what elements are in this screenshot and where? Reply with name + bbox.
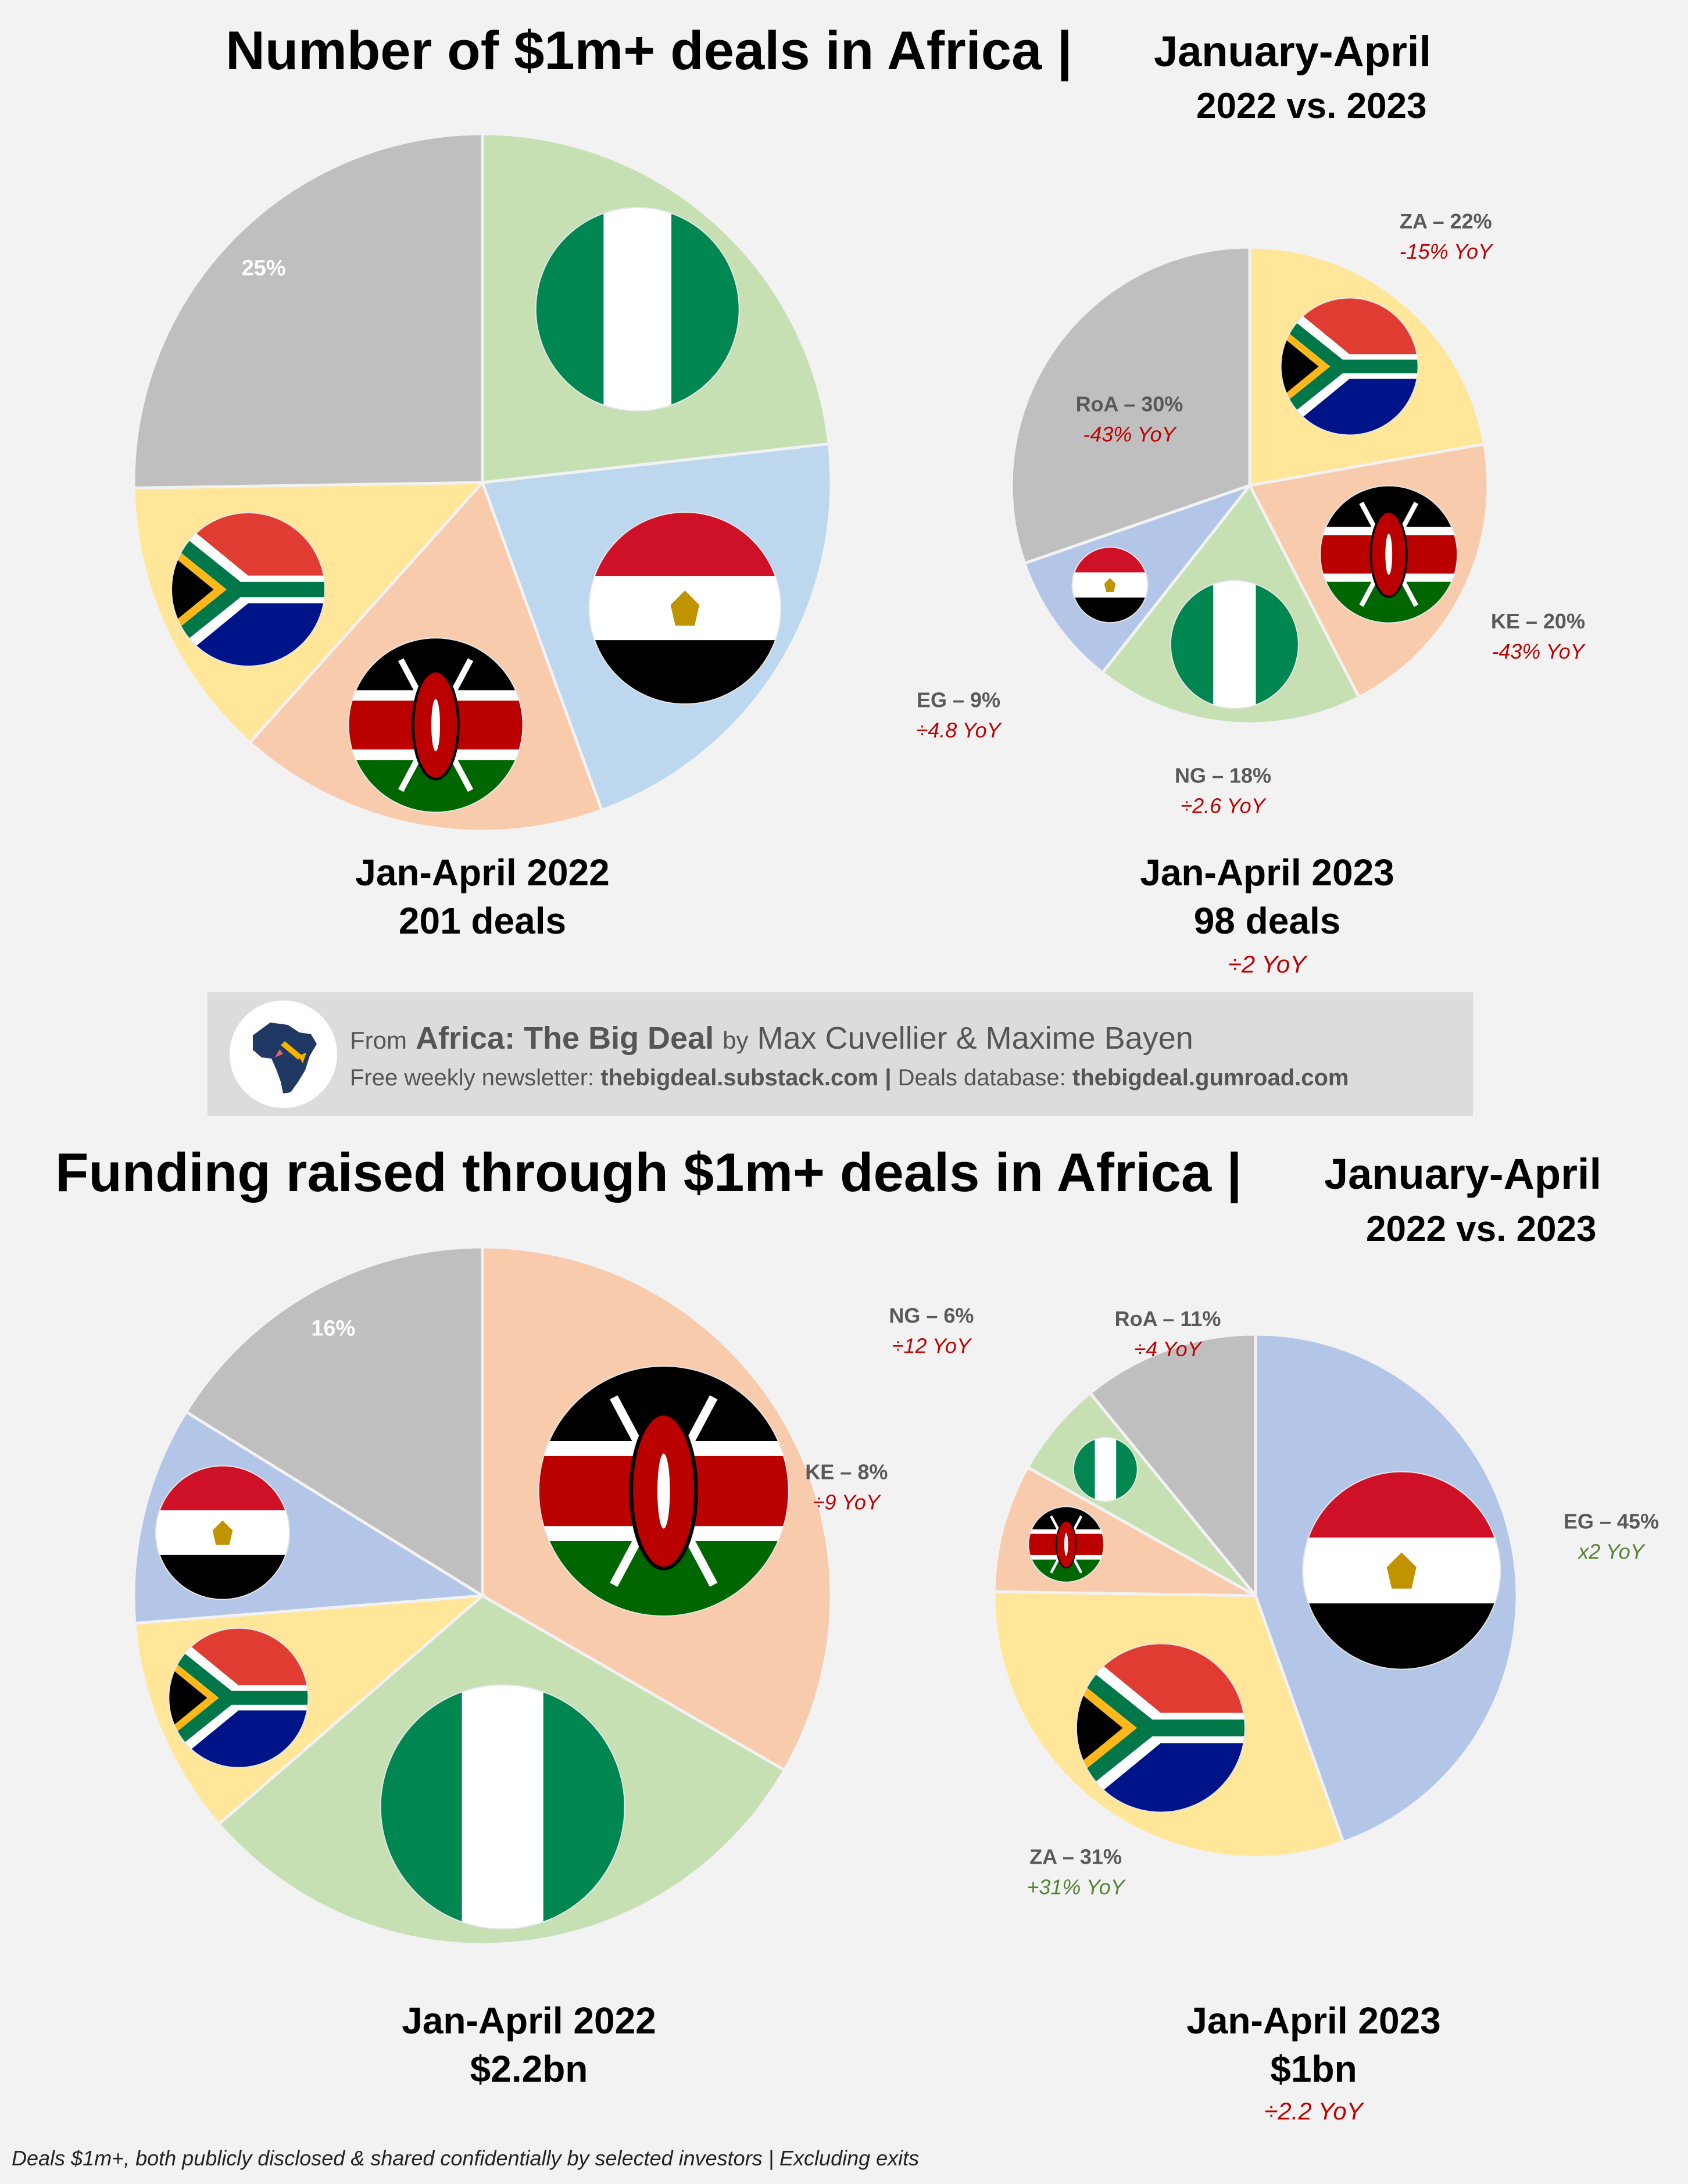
yoy-label-za: +31% YoY: [1027, 1875, 1126, 1899]
bottom-right-caption-period: Jan-April 2023: [1186, 2000, 1441, 2042]
yoy-label-ng: ÷2.6 YoY: [1181, 794, 1267, 818]
egypt-flag: [1302, 1471, 1501, 1670]
bottom-right-caption-total: $1bn: [1270, 2048, 1357, 2090]
top-right-caption: Jan-April 2023 98 deals: [1006, 849, 1529, 945]
pie-chart-4: EG – 45% x2 YoY ZA – 31% +31% YoY KE – 8% ÷9 …: [805, 1303, 1659, 1899]
pie-slice-roa: [1010, 245, 1251, 566]
kenya-flag: [538, 1366, 789, 1617]
yoy-label-roa: ÷4 YoY: [1134, 1337, 1203, 1361]
south-africa-flag: [171, 512, 326, 667]
kenya-flag: [1028, 1506, 1105, 1583]
egypt-flag: [588, 512, 782, 705]
top-left-caption: Jan-April 2022 201 deals: [221, 849, 744, 945]
data-label-za: ZA – 31%: [1029, 1845, 1122, 1869]
newsletter-link[interactable]: thebigdeal.substack.com: [600, 1065, 879, 1091]
south-africa-flag: [1075, 1643, 1246, 1813]
top-right-caption-total: 98 deals: [1193, 900, 1341, 942]
yoy-label-ng: ÷12 YoY: [892, 1334, 972, 1357]
nigeria-flag: [1170, 580, 1299, 709]
data-label-ng: NG – 18%: [1175, 764, 1271, 788]
yoy-label-eg: x2 YoY: [1577, 1539, 1646, 1563]
data-label-ke: KE – 8%: [805, 1460, 888, 1484]
top-right-caption-yoy: ÷2 YoY: [1228, 950, 1307, 978]
banner-from: From: [350, 1027, 407, 1054]
bottom-chart-title-years: 2022 vs. 2023: [1366, 1209, 1597, 1249]
africa-map-icon: [253, 1023, 317, 1093]
top-right-caption-period: Jan-April 2023: [1140, 852, 1394, 893]
bottom-chart-title-period: January-April: [1324, 1150, 1602, 1198]
egypt-flag: [155, 1465, 290, 1600]
data-label-ng: NG – 6%: [889, 1303, 974, 1327]
pie-slice-roa: [184, 1245, 484, 1599]
database-label: Deals database:: [897, 1065, 1066, 1091]
kenya-flag: [1319, 485, 1458, 624]
banner-credit: From Africa: The Big Deal by Max Cuvelli…: [350, 1020, 1193, 1056]
banner-authors: Max Cuvellier & Maxime Bayen: [757, 1021, 1193, 1056]
top-chart-title-years: 2022 vs. 2023: [1196, 86, 1427, 126]
data-label-za: ZA – 22%: [1400, 209, 1492, 233]
bottom-right-caption-yoy: ÷2.2 YoY: [1264, 2097, 1363, 2125]
yoy-label-ke: -43% YoY: [1492, 639, 1586, 663]
banner-separator: |: [885, 1065, 892, 1091]
bottom-left-caption-period: Jan-April 2022: [402, 2000, 656, 2042]
top-left-caption-period: Jan-April 2022: [355, 852, 610, 893]
banner-publication-name: Africa: The Big Deal: [416, 1021, 714, 1056]
top-chart-title-period: January-April: [1154, 27, 1432, 76]
data-label-eg: EG – 9%: [917, 688, 1000, 712]
pie-slice-ng: [1025, 1391, 1257, 1597]
top-left-caption-total: 201 deals: [398, 900, 567, 942]
africa-rocket-logo: [230, 1000, 337, 1108]
pie-chart-2: ZA – 22% -15% YoY KE – 20% -43% YoY NG – 18%…: [916, 209, 1586, 818]
banner-by: by: [723, 1027, 749, 1054]
nigeria-flag: [1072, 1436, 1138, 1502]
top-chart-title: Number of $1m+ deals in Africa |: [226, 20, 1072, 81]
bottom-left-caption-total: $2.2bn: [470, 2048, 588, 2090]
data-label-eg: EG – 45%: [1564, 1509, 1659, 1533]
yoy-label-roa: -43% YoY: [1083, 423, 1177, 446]
pie-slice-roa: [132, 132, 484, 490]
nigeria-flag: [380, 1684, 625, 1930]
egypt-flag: [1071, 546, 1149, 624]
yoy-label-eg: ÷4.8 YoY: [916, 719, 1002, 742]
banner-links: Free weekly newsletter: thebigdeal.subst…: [350, 1065, 1349, 1091]
yoy-label-ke: ÷9 YoY: [813, 1490, 882, 1514]
south-africa-flag: [168, 1627, 309, 1768]
yoy-label-za: -15% YoY: [1400, 240, 1494, 263]
nigeria-flag: [535, 206, 740, 412]
database-link[interactable]: thebigdeal.gumroad.com: [1072, 1065, 1349, 1091]
data-label-roa: RoA – 30%: [1076, 392, 1183, 416]
source-banner: From Africa: The Big Deal by Max Cuvelli…: [208, 992, 1473, 1116]
data-label-roa: 25%: [242, 256, 286, 281]
bottom-chart-title: Funding raised through $1m+ deals in Afr…: [55, 1142, 1242, 1203]
south-africa-flag: [1280, 297, 1419, 436]
newsletter-label: Free weekly newsletter:: [350, 1065, 595, 1091]
footnote: Deals $1m+, both publicly disclosed & sh…: [12, 2146, 920, 2170]
pie-slice-roa: [1088, 1332, 1257, 1600]
kenya-flag: [348, 637, 524, 813]
data-label-roa: 16%: [311, 1317, 355, 1341]
data-label-roa: RoA – 11%: [1115, 1307, 1221, 1331]
bottom-right-caption: Jan-April 2023 $1bn: [1052, 1997, 1575, 2093]
bottom-left-caption: Jan-April 2022 $2.2bn: [267, 1997, 791, 2093]
data-label-ke: KE – 20%: [1491, 609, 1585, 633]
